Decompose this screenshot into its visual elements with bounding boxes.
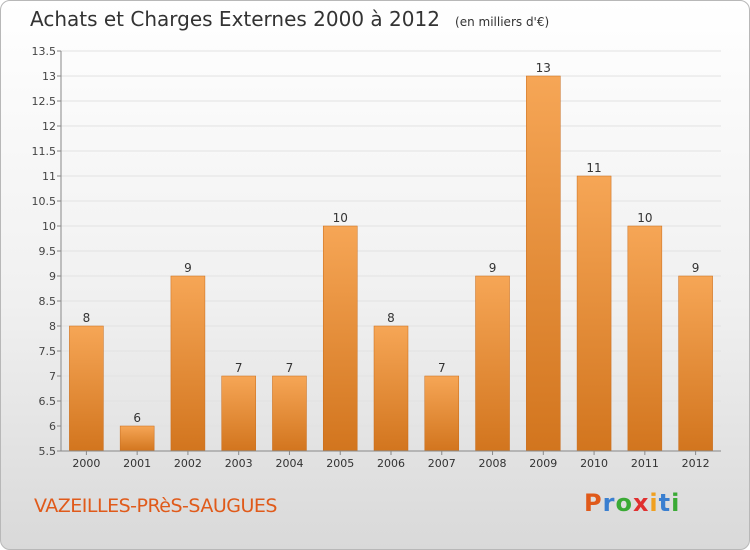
x-tick-label: 2002 <box>174 457 202 470</box>
y-tick-label: 10.5 <box>32 195 57 208</box>
bar-2001 <box>119 425 155 452</box>
bar-2006 <box>373 325 409 452</box>
x-tick-label: 2001 <box>123 457 151 470</box>
x-tick-label: 2010 <box>580 457 608 470</box>
bar-value-label: 8 <box>387 311 395 325</box>
bar-value-label: 9 <box>184 261 192 275</box>
bar-2004 <box>272 375 307 452</box>
bar-2007 <box>424 375 460 452</box>
bar-2010 <box>576 175 612 452</box>
y-tick-label: 12 <box>42 120 56 133</box>
y-tick-label: 12.5 <box>32 95 57 108</box>
x-tick-label: 2009 <box>529 457 557 470</box>
chart-title-block: Achats et Charges Externes 2000 à 2012 (… <box>30 7 549 31</box>
bar-2009 <box>526 75 561 452</box>
commune-name: VAZEILLES-PRèS-SAUGUES <box>34 495 277 517</box>
y-tick-label: 13 <box>42 70 56 83</box>
bar-value-label: 9 <box>489 261 497 275</box>
axes: 5.5 6 6.5 7 7.5 8 8.5 9 9.5 10 10.5 11 11.5 12 12.5 13 1… <box>32 45 721 470</box>
x-tick-label: 2005 <box>326 457 354 470</box>
x-tick-label: 2007 <box>428 457 456 470</box>
bar-value-label: 7 <box>235 361 243 375</box>
bars: 8 6 9 7 7 10 8 7 9 13 11 10 9 <box>69 61 713 452</box>
bar-value-label: 7 <box>286 361 294 375</box>
x-tick-label: 2012 <box>682 457 710 470</box>
bar-2005 <box>322 225 358 452</box>
y-tick-label: 10 <box>42 220 56 233</box>
chart-title: Achats et Charges Externes 2000 à 2012 <box>30 7 440 31</box>
bar-2003 <box>221 375 256 452</box>
y-tick-label: 8.5 <box>39 295 57 308</box>
x-tick-label: 2003 <box>225 457 253 470</box>
bar-2000 <box>69 325 104 452</box>
chart-subtitle: (en milliers d'€) <box>455 15 550 29</box>
logo-letter: i <box>671 489 681 517</box>
y-tick-label: 6 <box>49 420 56 433</box>
y-tick-label: 7 <box>49 370 56 383</box>
proxiti-logo[interactable]: Proxiti <box>584 489 680 517</box>
x-tick-label: 2011 <box>631 457 659 470</box>
logo-letter: i <box>649 489 659 517</box>
bar-value-label: 7 <box>438 361 446 375</box>
logo-letter: o <box>615 489 633 517</box>
bar-value-label: 10 <box>333 211 348 225</box>
bar-value-label: 8 <box>83 311 91 325</box>
bar-chart: 8 6 9 7 7 10 8 7 9 13 11 10 9 5.5 6 6.5 7 7.5 8 8.5 9 9.5 10 1… <box>32 45 721 470</box>
x-tick-label: 2000 <box>72 457 100 470</box>
x-tick-label: 2004 <box>275 457 303 470</box>
bar-2012 <box>678 275 713 452</box>
bar-value-label: 10 <box>637 211 652 225</box>
bar-2011 <box>627 225 663 452</box>
y-tick-label: 11 <box>42 170 56 183</box>
logo-letter: P <box>584 489 603 517</box>
bar-value-label: 6 <box>133 411 141 425</box>
y-tick-label: 9 <box>49 270 56 283</box>
y-tick-label: 6.5 <box>39 395 57 408</box>
y-tick-label: 13.5 <box>32 45 57 58</box>
y-tick-label: 5.5 <box>39 445 57 458</box>
y-tick-label: 9.5 <box>39 245 57 258</box>
bar-value-label: 11 <box>586 161 601 175</box>
bar-2002 <box>170 275 206 452</box>
x-tick-label: 2008 <box>479 457 507 470</box>
y-tick-label: 8 <box>49 320 56 333</box>
y-tick-label: 11.5 <box>32 145 57 158</box>
logo-letter: r <box>602 489 616 517</box>
bar-value-label: 13 <box>536 61 551 75</box>
logo-letter: t <box>658 489 672 517</box>
bar-2008 <box>475 275 510 452</box>
logo-letter: x <box>632 489 650 517</box>
bar-value-label: 9 <box>692 261 700 275</box>
y-tick-label: 7.5 <box>39 345 57 358</box>
x-tick-label: 2006 <box>377 457 405 470</box>
